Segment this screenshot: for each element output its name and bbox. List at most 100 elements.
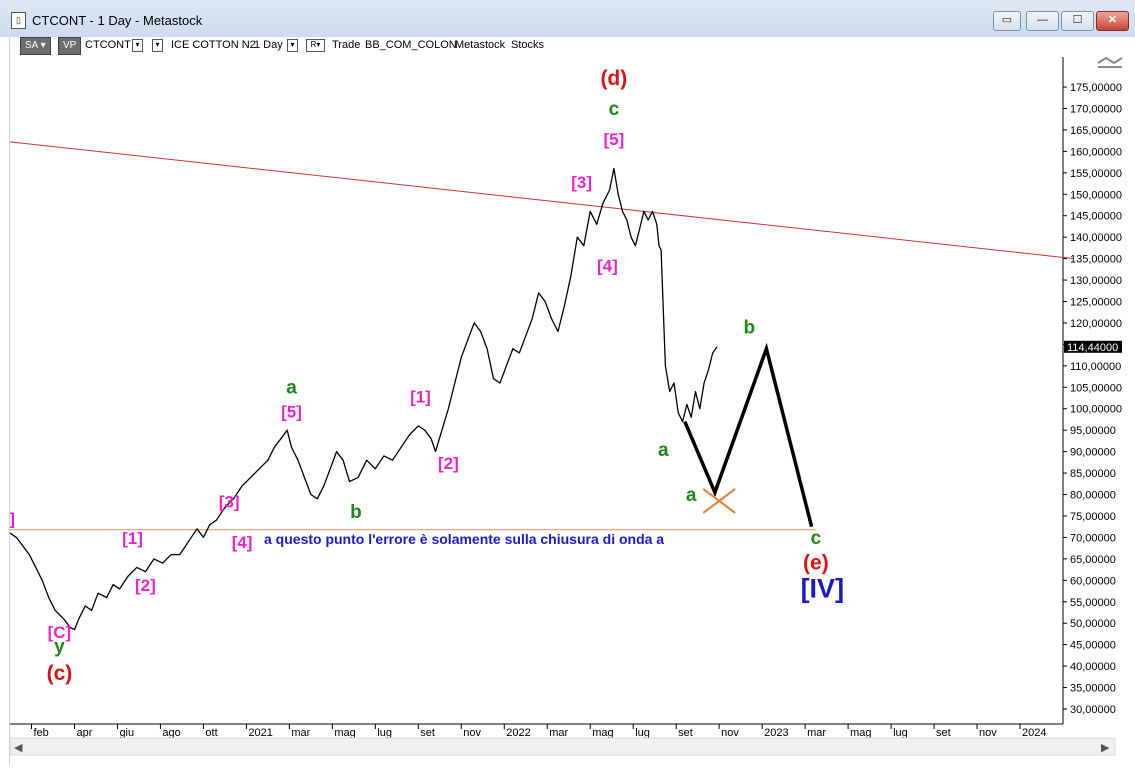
vp-button[interactable]: VP — [58, 37, 82, 55]
wave-label: [4] — [232, 533, 253, 552]
y-tick-label: 145,00000 — [1070, 211, 1122, 223]
account-label: BB_COM_COLON — [365, 39, 457, 51]
x-tick-label: apr — [76, 727, 92, 739]
x-tick-label: ott — [205, 727, 217, 739]
y-tick-label: 50,00000 — [1070, 618, 1116, 630]
chart-settings-icon — [1097, 56, 1123, 68]
y-tick-label: 60,00000 — [1070, 575, 1116, 587]
wave-label: c — [811, 528, 822, 549]
y-tick-label: 160,00000 — [1070, 146, 1122, 158]
y-tick-label: 85,00000 — [1070, 468, 1116, 480]
exchange-dropdown-icon[interactable]: ▾ — [152, 39, 163, 52]
y-tick-label: 110,00000 — [1070, 361, 1121, 373]
minimize-icon: — — [1037, 14, 1048, 26]
y-tick-label: 175,00000 — [1070, 82, 1122, 94]
r-dropdown[interactable]: R▾ — [306, 39, 325, 52]
wave-label: b — [350, 502, 362, 523]
price-chart[interactable]: 175,00000 170,00000 165,00000 160,00000 155,… — [0, 56, 1135, 765]
x-tick-label: 2021 — [248, 727, 272, 739]
scroll-right-icon[interactable]: ▶ — [1101, 742, 1110, 754]
trade-label[interactable]: Trade — [332, 39, 361, 51]
chart-toolbar: SA ▾ VP CTCONT ▾ ▾ ICE COTTON N2 1 Day ▾… — [0, 37, 1135, 55]
y-tick-label: 135,00000 — [1070, 254, 1122, 266]
x-tick-label: giu — [119, 727, 134, 739]
wave-label: [2] — [438, 454, 459, 473]
wave-label: c — [609, 99, 620, 120]
exchange-label: ICE COTTON N2 — [171, 39, 256, 51]
y-tick-label: 35,00000 — [1070, 683, 1116, 695]
annotation-note: a questo punto l'errore è solamente sull… — [264, 531, 664, 547]
x-tick-label: mag — [592, 727, 613, 739]
x-tick-label: 2024 — [1022, 727, 1046, 739]
wave-label: [1] — [410, 387, 431, 406]
close-icon: ✕ — [1107, 14, 1118, 26]
y-tick-label: 55,00000 — [1070, 597, 1116, 609]
y-tick-label: 30,00000 — [1070, 704, 1116, 716]
wave-label: a — [286, 378, 297, 399]
x-tick-label: set — [678, 727, 693, 739]
wave-label: b — [743, 318, 755, 339]
y-tick-label: 130,00000 — [1070, 275, 1122, 287]
wave-label: [4] — [597, 256, 618, 275]
period-dropdown-icon[interactable]: ▾ — [287, 39, 298, 52]
sa-button[interactable]: SA ▾ — [20, 37, 51, 55]
x-tick-label: mag — [334, 727, 355, 739]
period-label[interactable]: 1 Day — [254, 39, 283, 51]
x-tick-label: nov — [463, 727, 481, 739]
x-tick-label: set — [936, 727, 951, 739]
projection-path — [683, 342, 814, 528]
y-tick-label: 155,00000 — [1070, 168, 1122, 180]
x-tick-label: lug — [893, 727, 908, 739]
asset-class-label: Stocks — [511, 39, 545, 51]
y-tick-label: 105,00000 — [1070, 382, 1122, 394]
scroll-left-icon[interactable]: ◀ — [14, 742, 23, 754]
wave-label: (c) — [47, 662, 73, 685]
title-bar: ▯ CTCONT - 1 Day - Metastock ▭ — ☐ ✕ — [0, 0, 1135, 38]
x-tick-label: 2023 — [764, 727, 788, 739]
x-tick-label: ago — [162, 727, 180, 739]
x-tick-label: nov — [979, 727, 997, 739]
x-tick-label: set — [420, 727, 435, 739]
window-title: CTCONT - 1 Day - Metastock — [32, 13, 203, 28]
y-tick-label: 120,00000 — [1070, 318, 1122, 330]
wave-label: [5] — [603, 130, 624, 149]
provider-label: Metastock — [455, 39, 506, 51]
x-tick-label: mar — [291, 727, 310, 739]
wave-label: a — [658, 440, 669, 461]
wave-label: [3] — [219, 492, 240, 511]
wave-label: ] — [10, 510, 15, 529]
y-tick-label: 40,00000 — [1070, 661, 1116, 673]
close-button[interactable]: ✕ — [1096, 11, 1129, 31]
wave-label: a — [686, 485, 697, 506]
y-tick-label: 70,00000 — [1070, 532, 1116, 544]
minimize-button[interactable]: — — [1026, 11, 1059, 31]
y-tick-label: 125,00000 — [1070, 296, 1122, 308]
y-tick-label: 90,00000 — [1070, 447, 1116, 459]
horizontal-scrollbar[interactable] — [9, 737, 1116, 756]
maximize-button[interactable]: ☐ — [1061, 11, 1094, 31]
y-tick-label: 100,00000 — [1070, 404, 1122, 416]
cross-mark-stroke — [702, 488, 736, 514]
y-tick-label: 80,00000 — [1070, 490, 1116, 502]
symbol-dropdown-icon[interactable]: ▾ — [132, 39, 143, 52]
y-tick-label: 140,00000 — [1070, 232, 1122, 244]
channel-trendline — [0, 140, 1074, 260]
restore-alt-button[interactable]: ▭ — [993, 11, 1021, 31]
y-tick-label: 150,00000 — [1070, 189, 1122, 201]
chart-app-icon: ▯ — [11, 12, 26, 29]
chart-background — [10, 57, 1135, 765]
x-tick-label: mar — [549, 727, 568, 739]
symbol-label[interactable]: CTCONT — [85, 39, 131, 51]
y-tick-label: 65,00000 — [1070, 554, 1116, 566]
price-line — [9, 167, 718, 631]
wave-label: [3] — [571, 173, 592, 192]
wave-label: [5] — [281, 402, 302, 421]
wave-label: [2] — [135, 576, 156, 595]
x-tick-label: lug — [377, 727, 392, 739]
left-frame — [0, 37, 10, 765]
current-price-label: 114,44000 — [1067, 342, 1118, 354]
chart-area[interactable]: 175,00000 170,00000 165,00000 160,00000 155,… — [0, 56, 1135, 765]
x-tick-label: mar — [807, 727, 826, 739]
wave-label: [1] — [122, 529, 143, 548]
wave-label: [C] — [48, 623, 72, 642]
